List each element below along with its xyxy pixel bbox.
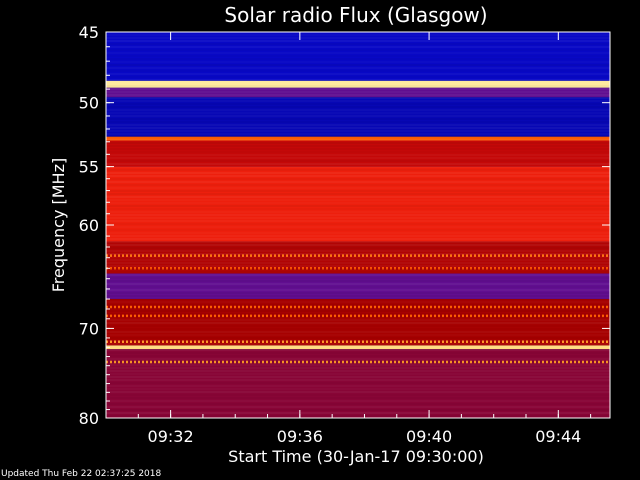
x-tick-label: 09:36 — [277, 427, 323, 446]
y-tick-label: 45 — [79, 23, 99, 42]
spectrogram-band — [106, 273, 610, 300]
spectrogram-band — [106, 349, 610, 418]
y-tick-label: 70 — [79, 319, 99, 338]
x-tick-label: 09:44 — [535, 427, 581, 446]
frequency-bands — [106, 32, 610, 418]
x-axis-label: Start Time (30-Jan-17 09:30:00) — [228, 447, 484, 466]
plot-area — [105, 31, 611, 419]
y-tick-label: 55 — [79, 158, 99, 177]
y-tick-label: 60 — [79, 216, 99, 235]
spectrogram-band — [106, 97, 610, 137]
x-tick-label: 09:32 — [148, 427, 194, 446]
y-tick-label: 50 — [79, 94, 99, 113]
x-axis: 09:32 09:36 09:40 09:44 — [137, 32, 592, 446]
spectrogram-band — [106, 345, 610, 350]
y-axis: 45 50 55 60 70 80 — [79, 23, 610, 428]
emission-lines — [106, 254, 610, 364]
spectrogram-band — [106, 32, 610, 81]
y-tick-label: 80 — [79, 409, 99, 428]
intensity-texture — [106, 31, 610, 417]
spectrogram-band — [106, 136, 610, 141]
chart-title: Solar radio Flux (Glasgow) — [224, 3, 487, 27]
spectrogram-band — [106, 166, 610, 242]
x-tick-label: 09:40 — [406, 427, 452, 446]
spectrogram-band — [106, 87, 610, 98]
spectrogram-band — [106, 140, 610, 167]
y-axis-label: Frequency [MHz] — [49, 158, 68, 292]
spectrogram-band — [106, 80, 610, 88]
updated-timestamp: Updated Thu Feb 22 02:37:25 2018 — [1, 469, 162, 479]
